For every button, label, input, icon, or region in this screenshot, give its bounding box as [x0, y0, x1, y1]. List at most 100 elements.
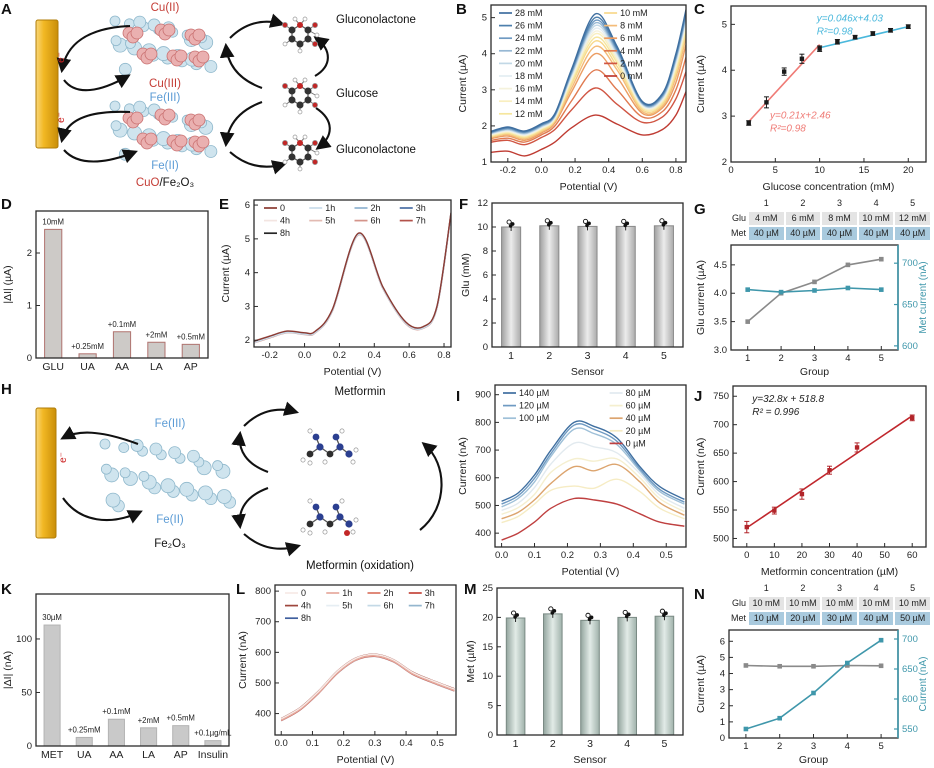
- svg-text:3: 3: [585, 350, 591, 362]
- series-4h: [280, 653, 455, 720]
- svg-text:3.5: 3.5: [714, 317, 727, 328]
- svg-text:16 mM: 16 mM: [515, 84, 543, 94]
- reaction-arrow: [219, 42, 263, 89]
- svg-text:3: 3: [811, 741, 816, 752]
- svg-text:0.2: 0.2: [561, 550, 574, 561]
- bar-4: [615, 225, 636, 348]
- panel-letter-g: G: [694, 201, 706, 218]
- svg-text:650: 650: [713, 448, 729, 459]
- svg-text:0.0: 0.0: [298, 350, 311, 361]
- bar-AA: [112, 331, 132, 359]
- table-col-header: 4: [873, 583, 879, 593]
- svg-text:5: 5: [878, 741, 883, 752]
- svg-text:10: 10: [814, 165, 825, 176]
- chart-dpv-metformin: 0.0 0.1 0.2 0.3 0.4 0.5 Potential (V) 400 500 600…: [457, 384, 687, 578]
- bar-annotation: +0.5mM: [167, 714, 195, 723]
- svg-text:0.4: 0.4: [602, 165, 615, 176]
- svg-text:Glucose concentration (mM): Glucose concentration (mM): [763, 181, 895, 193]
- series-group: [280, 653, 455, 722]
- bar-GLU: [44, 228, 63, 359]
- svg-text:Potential (V): Potential (V): [337, 754, 395, 766]
- svg-text:4h: 4h: [301, 601, 311, 611]
- panel-a: A Cu(II) Cu(III) Fe(III) Fe(II) CuO/Fe₂O…: [0, 0, 455, 195]
- svg-text:700: 700: [713, 420, 729, 431]
- panel-letter-f: F: [459, 196, 469, 213]
- reaction-arrow: [243, 401, 300, 427]
- series-1h: [280, 655, 455, 721]
- svg-text:GLU: GLU: [42, 361, 64, 373]
- table-cell: 30 µM: [822, 612, 857, 625]
- bar-5: [653, 225, 674, 348]
- label-electron-1: e⁻: [55, 52, 67, 63]
- table-cell: 40 µM: [858, 227, 894, 240]
- bar-5: [654, 615, 675, 736]
- svg-text:20 µM: 20 µM: [626, 426, 651, 436]
- reaction-arrow: [57, 110, 131, 144]
- svg-text:0.3: 0.3: [594, 550, 607, 561]
- svg-text:650: 650: [902, 664, 918, 675]
- svg-text:AA: AA: [109, 749, 123, 761]
- label-cu3: Cu(III): [149, 78, 181, 90]
- reaction-arrow: [243, 533, 302, 557]
- reaction-arrow: [219, 101, 263, 148]
- series-10 mM: [491, 31, 686, 139]
- svg-text:20 mM: 20 mM: [515, 58, 543, 68]
- svg-text:LA: LA: [142, 749, 155, 761]
- svg-text:0.0: 0.0: [535, 165, 548, 176]
- svg-text:3: 3: [587, 738, 593, 750]
- svg-text:10: 10: [769, 550, 780, 561]
- svg-text:Met (µM): Met (µM): [465, 640, 477, 682]
- table-cell: 50 µM: [895, 612, 930, 625]
- table-cell: 40 µM: [895, 227, 930, 240]
- svg-text:0: 0: [744, 550, 749, 561]
- bar-annotation: 30µM: [42, 613, 62, 622]
- legend: 140 µM 120 µM 100 µM 80 µM 60 µM 40 µM 20 µM 0 …: [503, 388, 651, 448]
- chart-metformin-selectivity: 30µM MET +0.25mM UA +0.1mM AA +2mM LA +0.5mM AP +0…: [2, 593, 232, 761]
- table-cell: 10 mM: [822, 597, 857, 610]
- svg-text:10: 10: [477, 222, 488, 233]
- label-catalyst: CuO/Fe₂O₃: [135, 177, 195, 189]
- molecule-metformin: [300, 428, 359, 466]
- svg-text:Current (nA): Current (nA): [695, 438, 707, 496]
- data-point: [799, 56, 805, 61]
- nanoparticle-cluster: [109, 100, 218, 161]
- svg-text:26 mM: 26 mM: [515, 21, 543, 31]
- data-point: [764, 100, 769, 105]
- svg-text:0: 0: [27, 741, 32, 752]
- nanoparticle-cluster: [109, 15, 218, 76]
- panel-letter-i: I: [456, 388, 461, 405]
- series-0: [254, 212, 451, 342]
- svg-text:700: 700: [902, 258, 918, 269]
- data-point: [910, 415, 915, 421]
- panel-letter-c: C: [694, 1, 705, 18]
- svg-text:4: 4: [623, 350, 629, 362]
- series-8h: [280, 654, 455, 721]
- series-6h: [280, 655, 455, 722]
- panel-letter-m: M: [464, 581, 477, 598]
- svg-text:Current (nA): Current (nA): [237, 631, 249, 689]
- svg-text:500: 500: [475, 500, 491, 511]
- panel-letter-k: K: [1, 581, 12, 598]
- svg-text:2h: 2h: [371, 203, 381, 213]
- fit-equation: R²=0.98: [770, 123, 806, 134]
- svg-text:0.6: 0.6: [403, 350, 416, 361]
- svg-text:2: 2: [777, 741, 782, 752]
- svg-text:5: 5: [720, 652, 725, 663]
- svg-text:MET: MET: [41, 749, 64, 761]
- svg-text:0.8: 0.8: [669, 165, 682, 176]
- svg-text:8h: 8h: [280, 228, 290, 238]
- table-cell: 10 mM: [895, 597, 930, 610]
- series-0 mM: [491, 91, 686, 157]
- svg-text:0: 0: [728, 165, 733, 176]
- plot-area: -0.2 0.0 0.2 0.4 0.6 0.8 Potential (V) 1 2 3 4 5 Cur…: [457, 4, 687, 193]
- svg-text:Sensor: Sensor: [573, 754, 607, 766]
- svg-text:3: 3: [720, 685, 725, 696]
- label-fe2-h: Fe(II): [156, 514, 184, 526]
- chart-metformin-calibration: y=32.8x + 518.8 R² = 0.996 0 10 20 30 40 50 60 Me…: [695, 385, 927, 578]
- reaction-arrow: [229, 13, 286, 39]
- svg-text:500: 500: [255, 678, 271, 689]
- right-series: [745, 639, 882, 730]
- label-metformin-oxidation: Metformin (oxidation): [305, 560, 414, 572]
